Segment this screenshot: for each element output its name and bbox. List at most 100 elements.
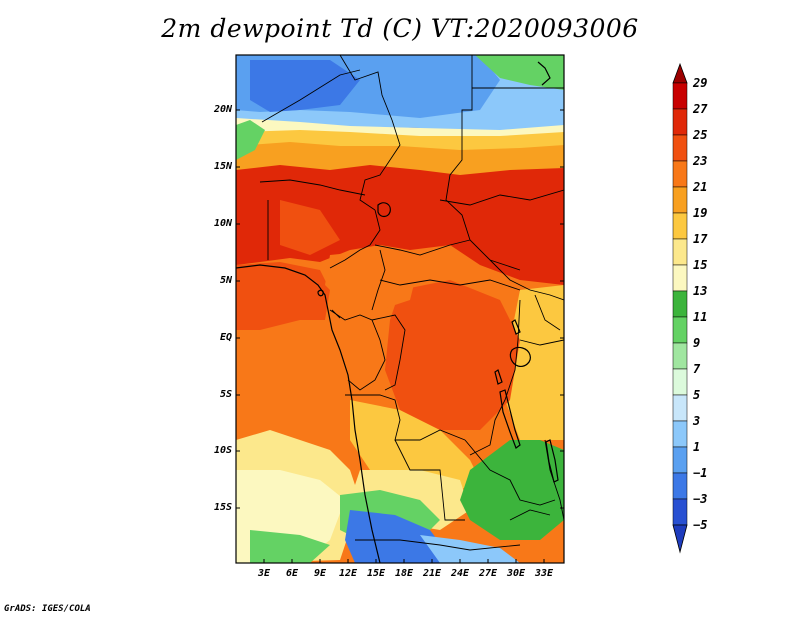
- border-libya-egypt: [461, 55, 473, 130]
- border-car-drc: [379, 279, 521, 291]
- field-deep-red-north: [236, 160, 564, 285]
- colorbar-label: −3: [693, 492, 708, 506]
- colorbar-segment: [672, 498, 688, 526]
- border-cameroon-car: [371, 249, 386, 311]
- field-green-wafrica-coast: [236, 120, 265, 160]
- border-niger-chad: [359, 119, 401, 211]
- lake-malawi: [545, 439, 559, 483]
- lat-label: 5S: [219, 389, 232, 400]
- field-paleblue-angola: [420, 535, 520, 563]
- lake-kivu: [494, 369, 503, 385]
- lon-ticks: [263, 559, 545, 563]
- border-zimbabwe: [509, 509, 551, 521]
- lon-label: 3E: [257, 568, 271, 579]
- colorbar-segment: [672, 342, 688, 370]
- lon-label: 6E: [285, 568, 299, 579]
- lon-label: 27E: [478, 568, 498, 579]
- nile-egypt: [537, 61, 551, 86]
- field-orange-central: [325, 250, 420, 310]
- lat-label: 5N: [219, 275, 232, 286]
- border-gabon-eg: [331, 309, 341, 319]
- border-south-sudan: [489, 259, 564, 301]
- field-blue-angola: [345, 510, 445, 563]
- lon-label: 15E: [366, 568, 386, 579]
- colorbar-segment: [672, 316, 688, 344]
- border-nigeria-cameroon: [329, 209, 381, 269]
- lon-label: 12E: [338, 568, 358, 579]
- colorbar-label: −1: [693, 466, 708, 480]
- field-red-west: [236, 262, 330, 330]
- colorbar-label: 5: [693, 388, 701, 402]
- colorbar-label: 1: [693, 440, 701, 454]
- border-drc-congo: [371, 314, 406, 391]
- colorbar-top-arrow: [672, 62, 688, 84]
- border-chad-car: [374, 239, 471, 256]
- field-green-southwest: [250, 530, 330, 563]
- field-red-congo: [385, 280, 520, 430]
- map-frame: [235, 54, 565, 564]
- field-yellow-east: [505, 285, 564, 440]
- field-green-egypt: [475, 55, 564, 90]
- lake-chad: [377, 202, 391, 218]
- lon-label: 9E: [313, 568, 327, 579]
- colorbar-label: 19: [693, 206, 708, 220]
- lake-victoria: [509, 346, 531, 367]
- lat-label: 15N: [213, 161, 232, 172]
- lat-ticks: [236, 109, 564, 509]
- border-sudan-ss: [439, 189, 564, 206]
- colorbar-label: 25: [693, 128, 708, 142]
- colorbar-label: 27: [693, 102, 708, 116]
- lat-label: 15S: [213, 502, 232, 513]
- colorbar-segment: [672, 420, 688, 448]
- colorbar-segment: [672, 134, 688, 162]
- field-cream-sahel: [236, 115, 564, 136]
- coastlines: [236, 61, 559, 563]
- field-orange-north-patch: [280, 200, 340, 255]
- colorbar-segment: [672, 160, 688, 188]
- border-zambia-east: [464, 439, 556, 506]
- colorbar-label: −5: [693, 518, 708, 532]
- colorbar-segment: [672, 264, 688, 292]
- dewpoint-field: [236, 55, 564, 563]
- colorbar-segment: [672, 186, 688, 214]
- border-angola-namibia: [355, 539, 521, 551]
- colorbar-segment: [672, 446, 688, 474]
- colorbar-label: 23: [693, 154, 708, 168]
- colorbar-label: 9: [693, 336, 701, 350]
- colorbar-label: 3: [693, 414, 701, 428]
- lat-label: EQ: [219, 332, 232, 343]
- border-drc-east: [469, 299, 521, 456]
- lake-albert: [511, 319, 521, 335]
- lon-label: 24E: [450, 568, 470, 579]
- lake-tanganyika: [499, 389, 521, 449]
- colorbar-segment: [672, 108, 688, 136]
- colorbar-segment: [672, 238, 688, 266]
- bioko-island: [317, 289, 324, 297]
- border-kenya: [534, 294, 561, 331]
- colorbar-label: 29: [693, 76, 708, 90]
- coast-gulf-of-guinea: [236, 264, 381, 563]
- border-tanzania: [519, 339, 564, 346]
- border-sahara-1: [261, 69, 361, 123]
- lat-label: 10N: [213, 218, 232, 229]
- colorbar-label: 21: [693, 180, 708, 194]
- colorbar-label: 17: [693, 232, 708, 246]
- colorbar-segment: [672, 472, 688, 500]
- lat-label: 10S: [213, 445, 232, 456]
- lon-label: 30E: [506, 568, 526, 579]
- colorbar-label: 11: [693, 310, 708, 324]
- colorbar-label: 7: [693, 362, 701, 376]
- colorbar-segment: [672, 368, 688, 396]
- colorbar-segment: [672, 394, 688, 422]
- border-angola-zambia: [394, 439, 465, 521]
- lat-label: 20N: [213, 104, 232, 115]
- colorbar: [672, 62, 688, 554]
- colorbar-segment: [672, 290, 688, 318]
- border-drc-west: [345, 394, 466, 441]
- border-congo-gabon: [329, 309, 386, 391]
- field-dark-blue-sahara: [250, 60, 360, 112]
- colorbar-label: 13: [693, 284, 708, 298]
- lon-label: 33E: [534, 568, 554, 579]
- lon-label: 21E: [422, 568, 442, 579]
